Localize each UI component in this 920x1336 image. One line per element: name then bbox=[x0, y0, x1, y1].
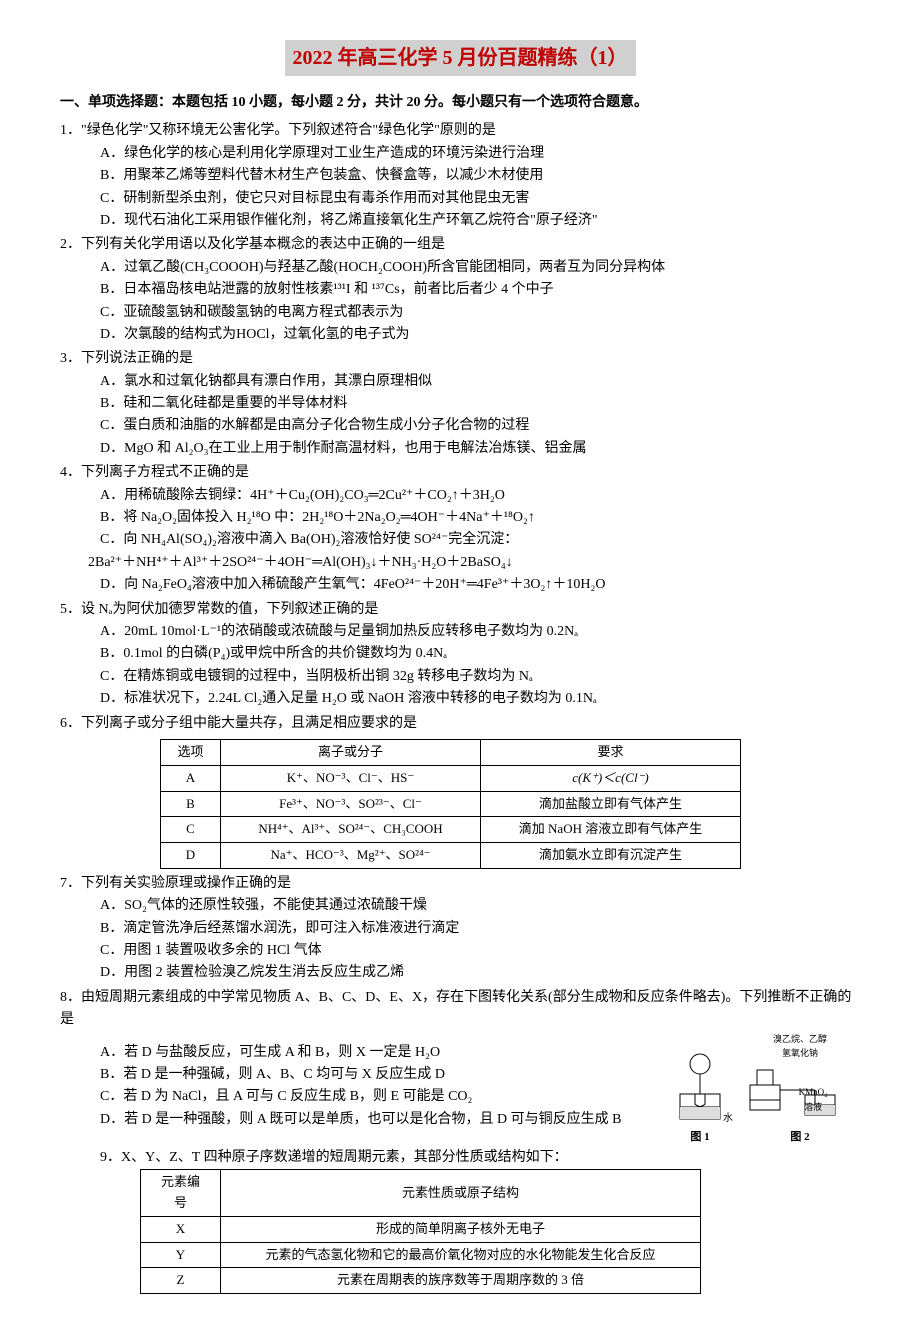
question-4: 4．下列离子方程式不正确的是 A．用稀硫酸除去铜绿：4H⁺＋Cu₂(OH)₂CO… bbox=[60, 462, 860, 596]
q3-option-a: A．氯水和过氧化钠都具有漂白作用，其漂白原理相似 bbox=[60, 371, 860, 393]
table-row: Y 元素的气态氢化物和它的最高价氧化物对应的水化物能发生化合反应 bbox=[141, 1242, 701, 1268]
q5-option-a: A．20mL 10mol·L⁻¹的浓硝酸或浓硫酸与足量铜加热反应转移电子数均为 … bbox=[60, 621, 860, 643]
q6-r0c0: A bbox=[161, 765, 221, 791]
q2-option-d: D．次氯酸的结构式为HOCl，过氧化氢的电子式为 bbox=[60, 324, 860, 346]
q9-r1c1: 元素的气态氢化物和它的最高价氧化物对应的水化物能发生化合反应 bbox=[221, 1242, 701, 1268]
q9-h0: 元素编号 bbox=[141, 1170, 221, 1217]
q3-stem: 3．下列说法正确的是 bbox=[60, 348, 860, 370]
q2-stem: 2．下列有关化学用语以及化学基本概念的表达中正确的一组是 bbox=[60, 234, 860, 256]
q6-r2c2: 滴加 NaOH 溶液立即有气体产生 bbox=[481, 817, 741, 843]
question-1: 1．"绿色化学"又称环境无公害化学。下列叙述符合"绿色化学"原则的是 A．绿色化… bbox=[60, 120, 860, 232]
q7-option-c: C．用图 1 装置吸收多余的 HCl 气体 bbox=[60, 940, 860, 962]
question-8: 8．由短周期元素组成的中学常见物质 A、B、C、D、E、X，存在下图转化关系(部… bbox=[60, 987, 860, 1131]
q4-option-d: D．向 Na₂FeO₄溶液中加入稀硫酸产生氧气：4FeO²⁴⁻＋20H⁺═4Fe… bbox=[60, 574, 860, 596]
q7-stem: 7．下列有关实验原理或操作正确的是 bbox=[60, 873, 860, 895]
q7-option-a: A．SO₂气体的还原性较强，不能使其通过浓硫酸干燥 bbox=[60, 895, 860, 917]
table-row: B Fe³⁺、NO⁻³、SO²³⁻、Cl⁻ 滴加盐酸立即有气体产生 bbox=[161, 791, 741, 817]
page-title: 2022 年高三化学 5 月份百题精练（1） bbox=[285, 40, 636, 76]
q6-table: 选项 离子或分子 要求 A K⁺、NO⁻³、Cl⁻、HS⁻ c(K⁺)＜c(Cl… bbox=[160, 739, 741, 869]
table-row: C NH⁴⁺、Al³⁺、SO²⁴⁻、CH₃COOH 滴加 NaOH 溶液立即有气… bbox=[161, 817, 741, 843]
q2-option-a: A．过氧乙酸(CH₃COOOH)与羟基乙酸(HOCH₂COOH)所含官能团相同，… bbox=[60, 257, 860, 279]
q1-option-d: D．现代石油化工采用银作催化剂，将乙烯直接氧化生产环氧乙烷符合"原子经济" bbox=[60, 210, 860, 232]
q6-h2: 要求 bbox=[481, 739, 741, 765]
table-row: Z 元素在周期表的族序数等于周期序数的 3 倍 bbox=[141, 1268, 701, 1294]
q6-r1c2: 滴加盐酸立即有气体产生 bbox=[481, 791, 741, 817]
diagram-1: 水 图 1 bbox=[665, 1049, 735, 1147]
q9-r0c1: 形成的简单阴离子核外无电子 bbox=[221, 1216, 701, 1242]
q4-option-c: C．向 NH₄Al(SO₄)₂溶液中滴入 Ba(OH)₂溶液恰好使 SO²⁴⁻完… bbox=[60, 529, 860, 551]
question-6: 6．下列离子或分子组中能大量共存，且满足相应要求的是 选项 离子或分子 要求 A… bbox=[60, 713, 860, 869]
section-header: 一、单项选择题：本题包括 10 小题，每小题 2 分，共计 20 分。每小题只有… bbox=[60, 92, 860, 114]
diagram-2: 溴乙烷、乙醇 氢氧化钠 KMnO₄ 溶液 图 2 bbox=[745, 1032, 855, 1147]
q6-r2c1: NH⁴⁺、Al³⁺、SO²⁴⁻、CH₃COOH bbox=[221, 817, 481, 843]
q9-h1: 元素性质或原子结构 bbox=[221, 1170, 701, 1217]
q7-option-b: B．滴定管洗净后经蒸馏水润洗，即可注入标准液进行滴定 bbox=[60, 918, 860, 940]
q6-h1: 离子或分子 bbox=[221, 739, 481, 765]
q6-r0c2: c(K⁺)＜c(Cl⁻) bbox=[481, 765, 741, 791]
diagram-1-label: 图 1 bbox=[665, 1129, 735, 1147]
q5-option-d: D．标准状况下，2.24L Cl₂通入足量 H₂O 或 NaOH 溶液中转移的电… bbox=[60, 688, 860, 710]
question-2: 2．下列有关化学用语以及化学基本概念的表达中正确的一组是 A．过氧乙酸(CH₃C… bbox=[60, 234, 860, 346]
q5-option-b: B．0.1mol 的白磷(P₄)或甲烷中所含的共价键数均为 0.4Nₐ bbox=[60, 643, 860, 665]
q6-h0: 选项 bbox=[161, 739, 221, 765]
q6-r3c0: D bbox=[161, 843, 221, 869]
q9-r2c0: Z bbox=[141, 1268, 221, 1294]
q3-option-c: C．蛋白质和油脂的水解都是由高分子化合物生成小分子化合物的过程 bbox=[60, 415, 860, 437]
question-9: 9．X、Y、Z、T 四种原子序数递增的短周期元素，其部分性质或结构如下： 元素编… bbox=[60, 1147, 860, 1294]
q2-option-b: B．日本福岛核电站泄露的放射性核素¹³¹I 和 ¹³⁷Cs，前者比后者少 4 个… bbox=[60, 279, 860, 301]
diagram-2-label: 图 2 bbox=[745, 1129, 855, 1147]
q6-r1c1: Fe³⁺、NO⁻³、SO²³⁻、Cl⁻ bbox=[221, 791, 481, 817]
q1-stem: 1．"绿色化学"又称环境无公害化学。下列叙述符合"绿色化学"原则的是 bbox=[60, 120, 860, 142]
q8-stem: 8．由短周期元素组成的中学常见物质 A、B、C、D、E、X，存在下图转化关系(部… bbox=[60, 987, 860, 1032]
kmno4-label: KMnO₄ 溶液 bbox=[793, 1085, 833, 1114]
table-header-row: 元素编号 元素性质或原子结构 bbox=[141, 1170, 701, 1217]
q6-r1c0: B bbox=[161, 791, 221, 817]
table-row: A K⁺、NO⁻³、Cl⁻、HS⁻ c(K⁺)＜c(Cl⁻) bbox=[161, 765, 741, 791]
q5-option-c: C．在精炼铜或电镀铜的过程中，当阴极析出铜 32g 转移电子数均为 Nₐ bbox=[60, 666, 860, 688]
q2-option-c: C．亚硫酸氢钠和碳酸氢钠的电离方程式都表示为 bbox=[60, 302, 860, 324]
mix-label: 溴乙烷、乙醇 氢氧化钠 bbox=[745, 1032, 855, 1061]
q3-option-b: B．硅和二氧化硅都是重要的半导体材料 bbox=[60, 393, 860, 415]
q5-stem: 5．设 Nₐ为阿伏加德罗常数的值，下列叙述正确的是 bbox=[60, 599, 860, 621]
table-row: X 形成的简单阴离子核外无电子 bbox=[141, 1216, 701, 1242]
q9-stem: 9．X、Y、Z、T 四种原子序数递增的短周期元素，其部分性质或结构如下： bbox=[60, 1147, 860, 1169]
q1-option-c: C．研制新型杀虫剂，使它只对目标昆虫有毒杀作用而对其他昆虫无害 bbox=[60, 188, 860, 210]
table-row: D Na⁺、HCO⁻³、Mg²⁺、SO²⁴⁻ 滴加氨水立即有沉淀产生 bbox=[161, 843, 741, 869]
q4-option-c2: 2Ba²⁺＋NH⁴⁺＋Al³⁺＋2SO²⁴⁻＋4OH⁻═Al(OH)₃↓＋NH₃… bbox=[60, 552, 860, 574]
question-7: 7．下列有关实验原理或操作正确的是 A．SO₂气体的还原性较强，不能使其通过浓硫… bbox=[60, 873, 860, 985]
diagram-area: 水 图 1 溴乙烷、乙醇 氢氧化钠 KMnO₄ 溶液 图 2 bbox=[660, 1032, 860, 1147]
question-3: 3．下列说法正确的是 A．氯水和过氧化钠都具有漂白作用，其漂白原理相似 B．硅和… bbox=[60, 348, 860, 460]
q9-table: 元素编号 元素性质或原子结构 X 形成的简单阴离子核外无电子 Y 元素的气态氢化… bbox=[140, 1169, 701, 1294]
q9-r1c0: Y bbox=[141, 1242, 221, 1268]
q4-stem: 4．下列离子方程式不正确的是 bbox=[60, 462, 860, 484]
q6-r3c2: 滴加氨水立即有沉淀产生 bbox=[481, 843, 741, 869]
q9-r2c1: 元素在周期表的族序数等于周期序数的 3 倍 bbox=[221, 1268, 701, 1294]
q1-option-b: B．用聚苯乙烯等塑料代替木材生产包装盒、快餐盒等，以减少木材使用 bbox=[60, 165, 860, 187]
q6-r3c1: Na⁺、HCO⁻³、Mg²⁺、SO²⁴⁻ bbox=[221, 843, 481, 869]
table-header-row: 选项 离子或分子 要求 bbox=[161, 739, 741, 765]
q6-stem: 6．下列离子或分子组中能大量共存，且满足相应要求的是 bbox=[60, 713, 860, 735]
q6-r0c1: K⁺、NO⁻³、Cl⁻、HS⁻ bbox=[221, 765, 481, 791]
question-5: 5．设 Nₐ为阿伏加德罗常数的值，下列叙述正确的是 A．20mL 10mol·L… bbox=[60, 599, 860, 711]
q4-option-a: A．用稀硫酸除去铜绿：4H⁺＋Cu₂(OH)₂CO₃═2Cu²⁺＋CO₂↑＋3H… bbox=[60, 485, 860, 507]
q6-r2c0: C bbox=[161, 817, 221, 843]
q7-option-d: D．用图 2 装置检验溴乙烷发生消去反应生成乙烯 bbox=[60, 962, 860, 984]
q9-r0c0: X bbox=[141, 1216, 221, 1242]
q4-option-b: B．将 Na₂O₂固体投入 H₂¹⁸O 中：2H₂¹⁸O＋2Na₂O₂═4OH⁻… bbox=[60, 507, 860, 529]
q3-option-d: D．MgO 和 Al₂O₃在工业上用于制作耐高温材料，也用于电解法冶炼镁、铝金属 bbox=[60, 438, 860, 460]
q1-option-a: A．绿色化学的核心是利用化学原理对工业生产造成的环境污染进行治理 bbox=[60, 143, 860, 165]
